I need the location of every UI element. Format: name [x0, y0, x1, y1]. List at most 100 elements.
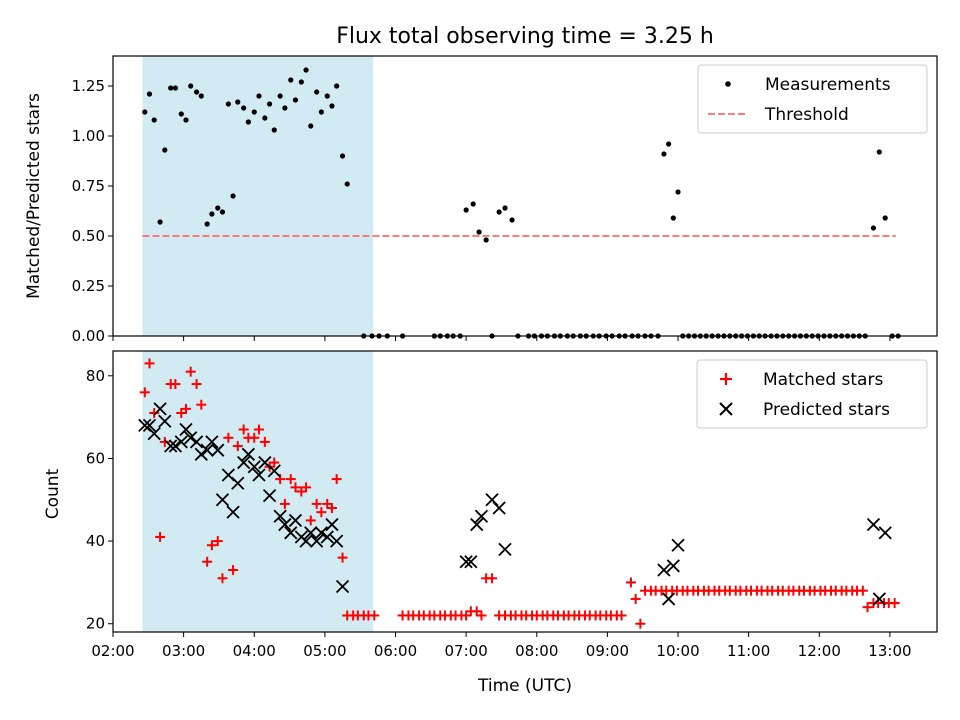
- measurements-point: [277, 93, 283, 99]
- predicted-stars-point: [671, 538, 685, 552]
- predicted-stars-point: [205, 435, 219, 449]
- x-tick-label: 02:00: [91, 642, 134, 660]
- y-tick-label: 0.75: [72, 177, 105, 195]
- top-legend-box: [697, 64, 928, 134]
- predicted-stars-point: [459, 555, 473, 569]
- measurements-point: [251, 109, 257, 115]
- measurements-point: [334, 83, 340, 89]
- bottom-y-ticks: 20 40 60 80: [86, 367, 113, 633]
- x-tick-label: 09:00: [586, 642, 629, 660]
- predicted-stars-point: [200, 443, 214, 457]
- measurements-point: [675, 189, 681, 195]
- predicted-stars-point: [179, 422, 193, 437]
- matched-stars-point: [149, 407, 160, 418]
- measurements-point: [188, 83, 194, 89]
- legend-measurements-label: Measurements: [765, 75, 891, 95]
- measurements-point: [292, 97, 299, 103]
- bottom-y-axis-label: Count: [43, 468, 63, 519]
- predicted-stars-point: [231, 476, 245, 490]
- measurements-point: [666, 141, 672, 147]
- predicted-stars-point: [211, 443, 225, 457]
- x-tick-label: 10:00: [656, 642, 699, 660]
- measurements-point: [215, 205, 221, 211]
- legend-threshold-label: Threshold: [764, 105, 849, 125]
- matched-stars-point: [180, 403, 191, 414]
- matched-stars-point: [889, 598, 900, 609]
- matched-stars-point: [285, 474, 296, 485]
- measurements-point: [288, 77, 294, 83]
- predicted-stars-point: [657, 563, 671, 577]
- matched-stars-point: [326, 503, 337, 514]
- observing-span-bottom: [142, 351, 374, 632]
- measurements-point: [483, 237, 489, 243]
- predicted-stars-point: [194, 447, 208, 461]
- measurements-point: [282, 105, 288, 111]
- matched-stars-point: [630, 593, 641, 604]
- matched-stars-point: [625, 577, 636, 588]
- x-tick-label: 04:00: [233, 642, 276, 660]
- y-tick-label: 20: [86, 615, 105, 633]
- measurements-point: [168, 85, 174, 91]
- measurements-point: [183, 117, 189, 123]
- matched-stars-point: [249, 432, 260, 443]
- legend-matched-label: Matched stars: [763, 370, 883, 390]
- top-y-axis-label: Matched/Predicted stars: [24, 93, 44, 299]
- matched-stars-point: [212, 536, 223, 547]
- predicted-stars-point: [498, 542, 512, 556]
- measurements-point: [235, 99, 241, 105]
- x-axis-label: Time (UTC): [477, 676, 572, 696]
- y-tick-label: 0.50: [72, 227, 105, 245]
- x-tick-label: 12:00: [798, 642, 841, 660]
- top-panel-frame: [112, 55, 938, 337]
- observing-span-top: [142, 56, 374, 336]
- measurements-point: [178, 111, 184, 117]
- predicted-stars-point: [310, 534, 324, 548]
- measurements-point: [241, 105, 247, 111]
- measurements-point: [204, 221, 210, 227]
- matched-stars-point: [191, 379, 202, 390]
- predicted-stars-point: [278, 517, 292, 532]
- measurements-point: [298, 79, 304, 85]
- measurements-point: [324, 93, 330, 99]
- predicted-stars-point: [330, 534, 344, 548]
- matched-stars-point: [476, 610, 487, 621]
- matched-stars-point: [305, 515, 316, 526]
- predicted-stars-point: [147, 427, 161, 441]
- predicted-stars-point: [142, 418, 157, 433]
- top-y-ticks: 0.00 0.25 0.50 0.75 1.00 1.25: [72, 77, 113, 345]
- measurements-point: [151, 117, 157, 123]
- matched-stars-point: [635, 618, 646, 629]
- predicted-stars-point: [241, 447, 256, 461]
- predicted-stars-point: [158, 414, 172, 428]
- predicted-stars-point: [267, 464, 281, 478]
- predicted-stars-point: [666, 559, 680, 573]
- bottom-legend-box: [696, 359, 928, 429]
- measurements-point: [339, 153, 346, 159]
- predicted-stars-point: [474, 509, 489, 523]
- predicted-stars-point: [335, 579, 350, 594]
- top-legend: Measurements Threshold: [697, 64, 928, 134]
- measurements-point: [142, 109, 148, 115]
- matched-stars-point: [369, 610, 380, 621]
- matched-stars-point: [185, 366, 196, 377]
- y-tick-label: 0.25: [72, 277, 105, 295]
- predicted-stars-point: [262, 488, 277, 503]
- matched-stars-point: [616, 610, 627, 621]
- measurements-point: [262, 115, 268, 121]
- matched-stars-point: [217, 573, 228, 584]
- measurements-point: [193, 89, 200, 95]
- predicted-stars-point: [273, 509, 287, 523]
- measurements-point: [219, 209, 226, 215]
- measurements-point: [225, 101, 231, 107]
- matched-stars-point: [331, 474, 342, 485]
- matched-stars-point: [206, 540, 217, 551]
- predicted-stars-point: [470, 517, 484, 532]
- predicted-stars-point: [284, 526, 298, 540]
- matched-stars-point: [170, 379, 181, 390]
- matched-stars-point: [228, 565, 239, 576]
- x-tick-label: 06:00: [374, 642, 417, 660]
- predicted-stars-point: [878, 526, 892, 540]
- y-tick-label: 1.25: [72, 77, 105, 95]
- predicted-stars-point: [189, 435, 204, 449]
- y-tick-label: 0.00: [72, 327, 105, 345]
